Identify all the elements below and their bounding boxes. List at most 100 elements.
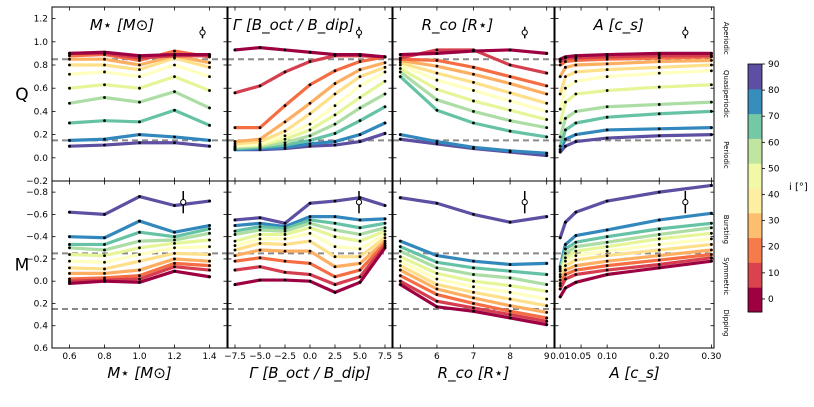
panel-frame: [554, 180, 715, 349]
data-point: [68, 282, 71, 285]
colorbar-tick-label: 70: [768, 112, 780, 122]
series-line-9: [67, 219, 212, 240]
data-point: [709, 226, 713, 230]
data-point: [574, 268, 578, 272]
data-point: [103, 143, 106, 147]
data-point: [574, 240, 578, 244]
data-point: [657, 266, 661, 270]
data-point: [103, 83, 106, 87]
data-point: [605, 89, 609, 92]
data-point: [258, 278, 262, 282]
x-tick-label: 9: [544, 352, 550, 362]
data-point: [68, 210, 71, 214]
data-point: [208, 139, 211, 142]
data-point: [435, 266, 439, 270]
data-point: [383, 55, 387, 59]
regime-label: Aperiodic: [722, 22, 730, 55]
data-point: [68, 279, 71, 283]
data-point: [605, 268, 609, 272]
colorbar-tick-label: 90: [768, 60, 780, 70]
data-point: [508, 220, 512, 224]
data-point: [233, 224, 237, 227]
data-point: [333, 53, 337, 56]
data-point: [308, 273, 312, 276]
data-point: [472, 81, 475, 84]
data-point: [173, 75, 176, 78]
data-point: [574, 110, 578, 113]
data-point: [173, 135, 176, 139]
y-tick-label: 1.2: [34, 15, 48, 25]
data-point: [68, 101, 71, 105]
data-point: [435, 87, 439, 91]
data-point: [103, 96, 106, 99]
data-point: [605, 136, 609, 140]
data-point: [383, 79, 387, 83]
data-point: [103, 213, 106, 216]
data-point: [138, 68, 141, 72]
data-point: [545, 297, 549, 301]
data-point: [283, 243, 287, 246]
data-point: [558, 267, 562, 271]
series-line-10: [558, 183, 713, 240]
data-point: [435, 299, 439, 303]
series-group: [67, 194, 212, 286]
data-point: [283, 120, 287, 124]
data-point: [383, 229, 387, 233]
regime-label: Symmetric: [722, 257, 730, 295]
data-point: [605, 240, 609, 244]
data-point: [605, 249, 609, 253]
data-point: [472, 213, 475, 216]
data-point: [709, 259, 713, 263]
data-point: [208, 61, 211, 65]
data-point: [308, 60, 312, 63]
data-point: [508, 129, 512, 133]
data-point: [709, 253, 713, 256]
data-point: [435, 58, 439, 62]
data-point: [657, 227, 661, 231]
data-point: [558, 135, 562, 139]
data-point: [333, 140, 337, 143]
data-point: [398, 249, 402, 253]
data-point: [545, 154, 549, 157]
y-tick-label: 0.2: [34, 131, 48, 141]
data-point: [435, 260, 439, 264]
data-point: [435, 71, 439, 75]
data-point: [574, 58, 578, 62]
data-point: [508, 63, 512, 67]
data-point: [564, 286, 567, 290]
data-point: [333, 132, 337, 135]
data-point: [138, 277, 141, 281]
series-line-8: [558, 109, 713, 148]
data-point: [138, 58, 141, 62]
data-point: [564, 259, 567, 263]
data-point: [233, 268, 237, 272]
data-point: [398, 259, 402, 263]
data-point: [333, 265, 337, 269]
series-group: [398, 48, 549, 158]
y-tick-label: 0.6: [34, 84, 49, 94]
x-tick-label: −2.5: [274, 352, 296, 362]
data-point: [308, 221, 312, 225]
x-tick-label: 0.01: [550, 352, 570, 362]
data-point: [657, 52, 661, 55]
data-point: [574, 140, 578, 143]
data-point: [138, 141, 141, 145]
data-point: [508, 316, 512, 320]
series-line-4: [558, 242, 713, 282]
data-point: [173, 230, 176, 234]
data-point: [545, 283, 549, 286]
data-point: [258, 140, 262, 143]
series-line-6: [558, 83, 713, 125]
data-point: [472, 302, 475, 305]
data-point: [383, 61, 387, 65]
data-point: [233, 48, 237, 52]
data-point: [709, 243, 713, 246]
data-point: [208, 123, 211, 127]
data-point: [657, 85, 661, 89]
data-point: [435, 287, 439, 291]
data-point: [283, 270, 287, 274]
data-point: [333, 228, 337, 232]
data-point: [709, 184, 713, 187]
data-point: [564, 220, 567, 224]
data-point: [657, 243, 661, 246]
